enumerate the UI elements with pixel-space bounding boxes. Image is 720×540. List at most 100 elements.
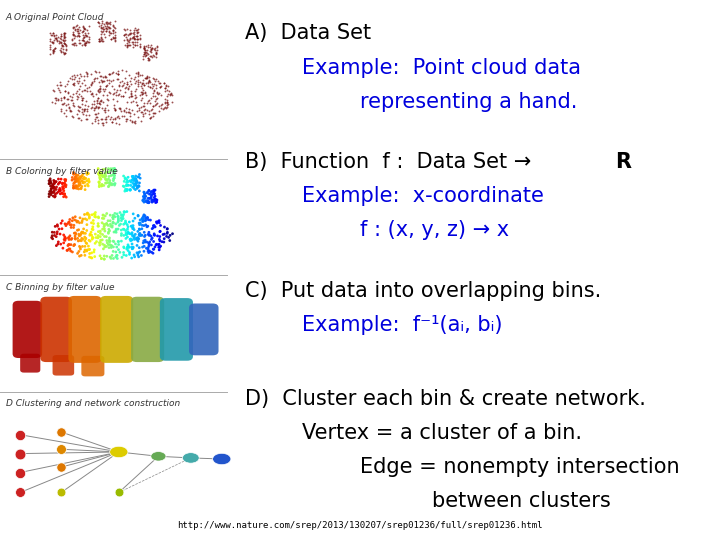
Point [111,86,122,94]
Point [130,35,141,43]
Point [112,112,124,120]
Point [135,251,147,260]
Point [127,30,139,38]
Point [96,23,107,32]
Point [155,221,166,230]
Point [107,25,119,34]
Point [101,24,112,33]
Point [91,233,102,242]
Point [50,222,61,231]
Point [145,41,156,50]
Point [84,230,96,239]
Text: f : (x, y, z) → x: f : (x, y, z) → x [360,220,509,240]
Point [118,225,130,234]
Point [127,230,138,239]
Point [62,246,73,254]
Point [92,17,104,26]
Point [124,218,135,226]
Point [55,39,67,48]
Point [118,172,130,180]
Point [124,250,135,259]
Point [127,92,138,100]
Point [121,175,132,184]
Point [144,114,156,123]
Point [161,101,172,110]
Point [81,168,92,177]
Point [128,176,140,185]
Point [107,166,118,175]
Point [73,89,85,98]
Point [107,76,119,84]
Point [81,70,93,79]
Point [69,215,81,224]
Point [139,43,150,51]
Point [125,73,137,82]
Point [122,36,133,44]
Point [148,224,159,232]
Point [84,178,95,186]
Point [152,218,163,226]
Point [113,120,125,129]
Point [106,180,117,189]
Point [105,164,117,173]
Point [82,102,94,110]
Point [125,77,136,85]
Point [102,221,114,230]
Point [117,182,129,191]
Point [55,32,67,40]
Point [66,220,77,229]
Point [115,92,127,100]
Point [146,196,158,205]
Point [55,219,67,227]
Point [137,215,148,224]
Point [108,212,120,220]
Point [154,227,166,236]
Point [132,183,143,192]
Point [83,37,94,46]
Point [112,70,123,79]
Point [162,82,174,91]
Point [72,105,84,114]
Point [63,218,75,227]
Point [96,96,107,104]
Point [122,85,134,93]
Point [55,87,66,96]
Point [78,85,90,94]
Point [122,178,133,186]
Point [94,72,106,81]
Point [87,233,99,242]
Point [55,463,67,471]
Point [127,39,139,48]
Point [94,85,106,93]
Point [135,219,146,227]
Point [49,184,60,193]
Point [159,84,171,92]
Point [117,225,129,233]
Point [70,72,81,81]
Point [132,40,143,49]
Point [48,47,59,56]
Point [50,183,62,191]
Point [120,185,132,194]
Point [71,21,83,30]
Point [104,226,115,235]
Point [86,248,97,257]
Point [158,104,169,112]
Point [79,185,91,194]
Point [58,49,70,58]
Point [110,253,122,261]
Point [161,225,173,233]
Point [66,234,78,243]
Point [98,220,109,228]
Point [134,35,145,43]
Point [82,209,94,218]
Point [48,186,60,195]
Point [73,178,84,187]
Point [105,222,117,231]
Point [89,100,100,109]
Point [107,211,119,220]
Point [54,186,66,194]
Point [120,108,132,117]
Point [59,29,71,37]
Point [73,73,84,82]
